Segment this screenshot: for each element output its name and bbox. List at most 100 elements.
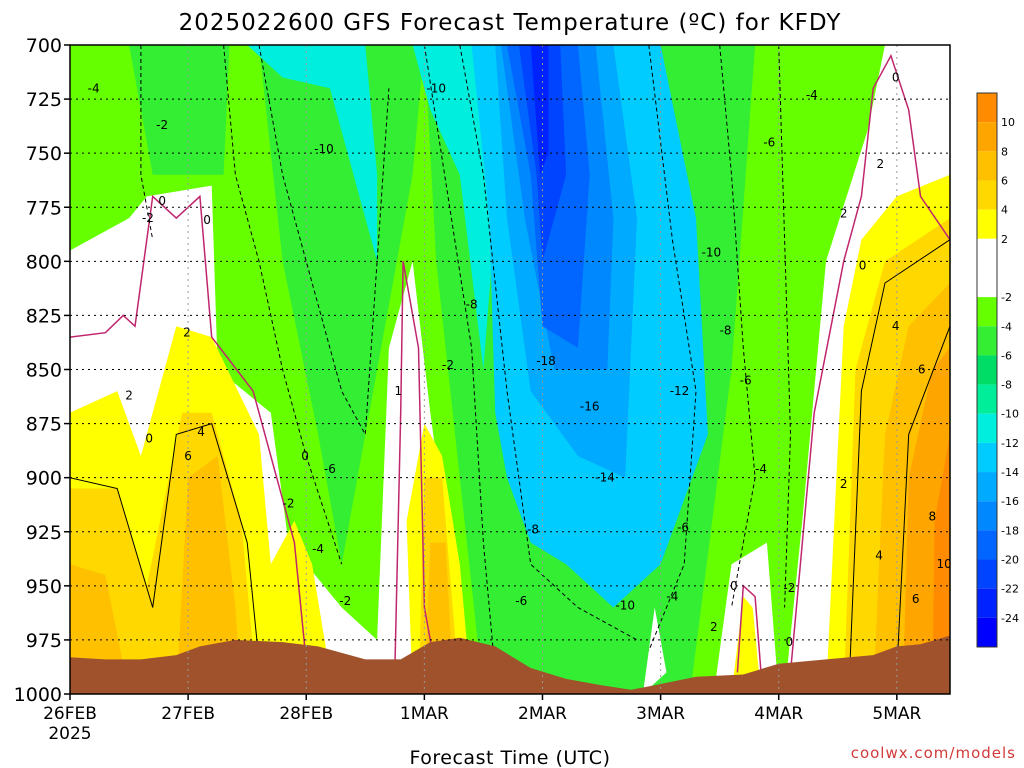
colorbar-tick-label: -6 [1001,349,1012,362]
region-cyan-10b [412,45,496,370]
x-tick-label: 2MAR [518,704,567,724]
colorbar-swatch [977,326,997,356]
contour-label: 0 [892,70,900,84]
x-axis: 26FEB 27FEB 28FEB 1MAR 2MAR 3MAR 4MAR 5MAR [43,694,921,724]
colorbar-tick-label: 10 [1001,116,1015,129]
y-tick-label: 775 [26,197,62,219]
x-axis-title: Forecast Time (UTC) [410,747,611,768]
contour-solid-c [896,326,950,673]
colorbar-tick-label: -4 [1001,320,1012,333]
contour-label: 0 [158,194,166,208]
colorbar-swatch [977,530,997,560]
colorbar-swatch [977,238,997,298]
colorbar-swatch [977,472,997,502]
colorbar-swatch [977,617,997,647]
colorbar-tick-label: -16 [1001,495,1019,508]
region-white-mid [642,607,667,694]
contour-label: -16 [580,399,600,413]
y-tick-label: 800 [26,251,62,273]
y-tick-label: 850 [26,360,62,382]
contour-label: -2 [783,581,795,595]
contour-dash-e [459,45,638,641]
contour-label: -6 [324,462,336,476]
x-tick-label: 1MAR [400,704,449,724]
zero-isotherm-1mar [394,261,437,673]
colorbar-swatch [977,122,997,152]
contour-dash-f [648,45,697,651]
colorbar-swatch [977,413,997,443]
contour-label: -10 [314,142,334,156]
colorbar-swatch [977,355,997,385]
colorbar-tick-label: -24 [1001,612,1019,625]
contour-label: -10 [426,81,446,95]
y-tick-label: 700 [26,35,62,57]
y-tick-label: 750 [26,143,62,165]
y-axis: 700 725 750 775 800 825 850 875 900 925 950 975 1000 [14,35,70,706]
contour-dash-g [719,45,756,608]
contour-label: 6 [184,449,192,463]
contour-label: 0 [786,635,794,649]
colorbar-swatch [977,93,997,123]
contour-label: 6 [912,592,920,606]
contour-label: -4 [312,542,324,556]
contour-label: 6 [918,363,926,377]
contour-label: -6 [740,373,752,387]
colorbar-swatch [977,501,997,531]
contour-label: -12 [670,384,690,398]
contour-label: 2 [840,207,848,221]
contour-label: 8 [928,510,936,524]
contour-label: -4 [806,88,818,102]
credit-text: coolwx.com/models [851,744,1016,762]
colorbar-swatch [977,559,997,589]
contour-label: -10 [615,598,635,612]
ground-terrain [70,635,950,694]
contour-label: 10 [936,557,951,571]
colorbar-swatch [977,442,997,473]
colorbar-swatch [977,384,997,414]
contour-label: -10 [702,246,722,260]
y-tick-label: 725 [26,89,62,111]
contour-label: 0 [730,579,738,593]
colorbar-tick-label: -14 [1001,466,1019,479]
x-tick-label: 3MAR [636,704,685,724]
region-orange6 [176,456,242,694]
colorbar-swatch [977,151,997,181]
contour-label: -2 [142,211,154,225]
contour-label: 2 [710,620,718,634]
zero-isotherm-4mar [736,584,762,673]
contour-label: -8 [466,298,478,312]
x-tick-label: 5MAR [872,704,921,724]
x-tick-label: 26FEB [43,704,97,724]
x-tick-label: 4MAR [754,704,803,724]
contour-label: 0 [145,432,153,446]
y-tick-label: 900 [26,468,62,490]
colorbar-tick-label: -22 [1001,583,1019,596]
contour-label: -2 [339,594,351,608]
colorbar-tick-label: -10 [1001,408,1019,421]
contour-label: -8 [527,523,539,537]
colorbar-frame [976,92,998,648]
colorbar-tick-label: -18 [1001,524,1019,537]
colorbar-tick-label: 6 [1001,174,1008,187]
contour-label: 2 [125,388,133,402]
contour-label: 2 [876,157,884,171]
contour-label: -2 [442,358,454,372]
zero-isotherm-east [789,53,950,673]
contour-dash-a [140,45,154,240]
contour-dash-h [778,45,792,608]
colorbar-tick-label: 2 [1001,233,1008,246]
colorbar-tick-label: 8 [1001,145,1008,158]
colorbar-swatch [977,297,997,327]
colorbar-legend: 10 8 6 4 2 -2 -4 -6 -8 -10 -12 -14 -16 -18 -20 -22 -24 [976,92,1019,648]
contour-label: -6 [677,520,689,534]
x-tick-label: 27FEB [161,704,215,724]
contour-solid-a [70,422,260,662]
colorbar-tick-label: -8 [1001,379,1012,392]
contour-label: 2 [840,477,848,491]
y-tick-label: 825 [26,305,62,327]
region-orange10-east [932,434,950,694]
contour-label: -4 [755,462,767,476]
colorbar-swatch [977,180,997,210]
colorbar-tick-label: 4 [1001,204,1008,217]
